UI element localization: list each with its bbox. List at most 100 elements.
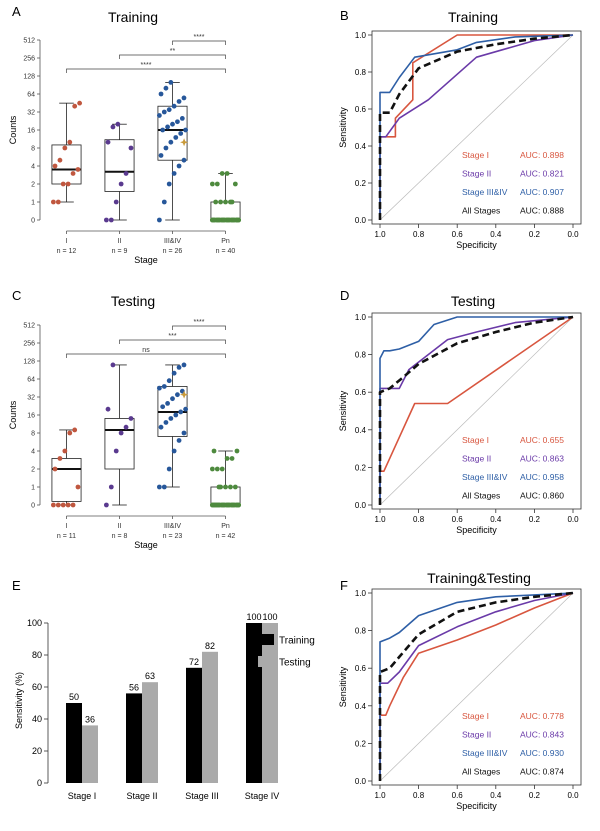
- data-point: [77, 100, 83, 106]
- x-tick-label: Pn: [221, 238, 230, 245]
- data-point: [236, 502, 242, 508]
- data-point: [113, 448, 119, 454]
- y-tick-label: 256: [23, 341, 35, 348]
- data-point: [65, 181, 71, 187]
- data-point: [216, 502, 222, 508]
- panel-E: E 0 20 40 60 80 100 Sensitivity (%) 50 36 Stage I 5…: [12, 578, 315, 801]
- significance-bracket: [119, 339, 226, 344]
- y-tick-label: 20: [32, 746, 42, 756]
- legend-label: Training: [279, 636, 315, 647]
- legend-series-name: All Stages: [462, 491, 500, 501]
- y-axis-label: Counts: [8, 115, 18, 144]
- data-point: [123, 171, 129, 176]
- data-point: [214, 466, 220, 472]
- legend-auc-value: AUC: 0.874: [520, 767, 564, 777]
- y-tick-label: 1: [31, 485, 35, 492]
- x-tick-label: 0.0: [567, 230, 579, 239]
- y-tick-label: 0.4: [355, 426, 367, 435]
- y-tick-label: 512: [23, 323, 35, 330]
- data-point: [67, 139, 73, 145]
- n-label: n = 42: [216, 533, 236, 540]
- data-point: [209, 466, 215, 472]
- data-point: [158, 153, 164, 158]
- data-point: [211, 448, 217, 454]
- data-point: [224, 171, 230, 176]
- roc-curve-series: [378, 33, 574, 220]
- panel-B: B Training 0.0 0.2 0.4 0.6 0.8 1.0 1.0 0.8 0.6 0.4 0…: [338, 8, 582, 250]
- roc-curve-series: [379, 34, 574, 220]
- x-tick-label: Stage I: [68, 791, 97, 801]
- box-iqr: [51, 458, 82, 502]
- y-tick-label: 8: [31, 146, 35, 153]
- legend-swatch: [258, 634, 274, 645]
- data-point: [52, 163, 58, 169]
- bar-training: [126, 693, 142, 783]
- data-point: [171, 171, 177, 176]
- y-tick-label: 0.2: [355, 463, 367, 472]
- panel-A: A Training 0 1 2 4 8 16 32 64 128 256 512 Counts In = …: [8, 4, 242, 265]
- chart-title: Testing: [111, 293, 155, 309]
- y-tick-label: 32: [27, 110, 35, 117]
- diagonal-reference-line: [379, 592, 574, 782]
- legend-auc-value: AUC: 0.778: [520, 711, 564, 721]
- roc-curve-series: [379, 592, 574, 781]
- data-point: [175, 119, 180, 125]
- data-point: [158, 424, 164, 430]
- data-point: [165, 124, 170, 130]
- n-label: n = 11: [57, 533, 76, 540]
- significance-bracket: [119, 54, 226, 59]
- data-point: [156, 385, 162, 391]
- bar-value-label: 50: [69, 692, 79, 702]
- data-point: [171, 103, 177, 109]
- x-tick-label: 1.0: [374, 515, 386, 524]
- data-point: [160, 404, 166, 410]
- x-tick-label: 0.2: [529, 791, 541, 800]
- outlier-star-marker: [180, 390, 189, 399]
- y-tick-label: 0.0: [355, 501, 367, 510]
- data-point: [161, 484, 167, 490]
- y-tick-label: 0.2: [355, 739, 367, 748]
- data-point: [50, 199, 56, 205]
- legend-auc-value: AUC: 0.907: [520, 187, 564, 197]
- chart-title: Testing: [451, 293, 495, 309]
- data-point: [178, 131, 184, 136]
- data-point: [175, 392, 180, 398]
- data-point: [223, 484, 228, 490]
- x-tick-label: Pn: [221, 523, 230, 530]
- data-point: [219, 466, 225, 472]
- data-point: [108, 217, 114, 223]
- x-tick-label: 0.4: [490, 515, 502, 524]
- y-tick-label: 0.0: [355, 216, 367, 225]
- x-axis-label: Specificity: [456, 525, 497, 535]
- data-point: [70, 171, 76, 176]
- data-point: [163, 145, 169, 151]
- y-tick-label: 1.0: [355, 589, 367, 598]
- n-label: n = 40: [216, 248, 236, 255]
- data-point: [57, 157, 63, 163]
- data-point: [171, 370, 177, 376]
- y-tick-label: 128: [23, 359, 35, 366]
- data-point: [181, 430, 187, 436]
- legend-series-name: All Stages: [462, 206, 500, 216]
- data-point: [163, 420, 169, 425]
- x-tick-label: III&IV: [164, 523, 181, 530]
- y-axis-label: Sensitivity (%): [14, 672, 24, 729]
- n-label: n = 8: [112, 533, 128, 540]
- x-axis-label: Stage: [134, 255, 158, 265]
- bar-value-label: 56: [129, 682, 139, 692]
- x-tick-label: Stage II: [126, 791, 157, 801]
- y-tick-label: 64: [27, 92, 35, 99]
- data-point: [231, 217, 237, 223]
- data-point: [232, 181, 238, 187]
- data-point: [156, 484, 162, 490]
- data-point: [213, 502, 219, 508]
- x-tick-label: II: [118, 523, 122, 530]
- data-point: [110, 124, 116, 130]
- data-point: [181, 362, 187, 368]
- significance-label: ***: [168, 333, 176, 340]
- data-point: [183, 127, 189, 133]
- data-point: [234, 217, 240, 223]
- data-point: [168, 416, 174, 421]
- data-point: [118, 430, 124, 436]
- data-point: [232, 484, 238, 490]
